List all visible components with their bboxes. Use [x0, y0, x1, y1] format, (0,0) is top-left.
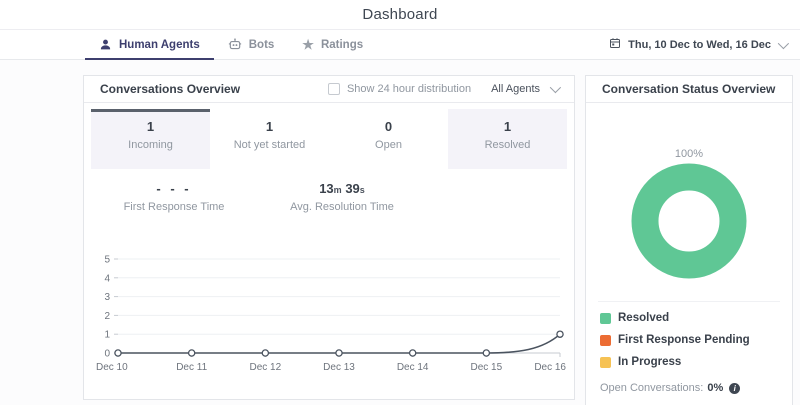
person-icon: [99, 38, 112, 51]
conversation-status-card: Conversation Status Overview 100% Resolv…: [585, 75, 793, 405]
legend-divider: [598, 301, 780, 302]
stat-value: 1: [146, 119, 155, 134]
in-progress-swatch-icon: [600, 356, 611, 368]
date-range-picker[interactable]: Thu, 10 Dec to Wed, 16 Dec: [605, 30, 790, 59]
chevron-down-icon: [777, 37, 790, 49]
content-area: Conversations Overview Show 24 hour dist…: [0, 60, 800, 405]
agents-filter-value: All Agents: [491, 83, 540, 95]
svg-text:0: 0: [104, 349, 110, 360]
calendar-icon: [609, 37, 621, 52]
svg-text:Dec 12: Dec 12: [249, 362, 281, 373]
card-title: Conversations Overview: [100, 82, 241, 96]
stat-label: Open: [375, 139, 402, 151]
svg-text:5: 5: [104, 255, 110, 266]
stat-value: 1: [503, 119, 512, 134]
metric-label: Avg. Resolution Time: [290, 201, 394, 213]
stat-not-yet-started[interactable]: 1 Not yet started: [210, 109, 329, 169]
svg-text:Dec 16: Dec 16: [534, 362, 566, 373]
legend-label: Resolved: [618, 312, 670, 324]
stat-label: Resolved: [484, 139, 531, 151]
tab-label: Ratings: [320, 38, 364, 51]
info-icon[interactable]: i: [729, 382, 741, 394]
show-24hr-checkbox[interactable]: [327, 83, 340, 95]
donut-legend: Resolved First Response Pending In Progr…: [586, 302, 792, 368]
open-conversations-value: 0%: [707, 382, 724, 394]
agents-filter-select[interactable]: All Agents: [491, 81, 562, 95]
app-header: Dashboard: [0, 0, 800, 30]
first-response-pending-swatch-icon: [600, 334, 611, 346]
date-range-label: Thu, 10 Dec to Wed, 16 Dec: [628, 38, 771, 51]
stat-open[interactable]: 0 Open: [329, 109, 448, 169]
conversation-status-header: Conversation Status Overview: [586, 76, 792, 103]
open-conversations-label: Open Conversations:: [600, 382, 704, 394]
donut-chart-wrap: 100%: [586, 148, 792, 287]
conversations-trend-chart: 0 1 2 3 4 5 Dec 10 Dec 11 Dec 12 Dec 13 Dec 14 Dec …: [96, 255, 566, 374]
stat-resolved[interactable]: 1 Resolved: [448, 109, 567, 169]
metrics-row: - - - First Response Time 13m 39s Avg. R…: [84, 181, 574, 213]
legend-label: First Response Pending: [618, 334, 750, 346]
card-title: Conversation Status Overview: [602, 82, 776, 96]
open-conversations-row: Open Conversations: 0% i: [586, 368, 792, 394]
stat-value: 1: [265, 119, 274, 134]
tab-ratings[interactable]: ★ Ratings: [288, 30, 377, 59]
resolved-swatch-icon: [600, 312, 611, 324]
svg-text:Dec 13: Dec 13: [323, 362, 355, 373]
stat-label: Incoming: [128, 139, 173, 151]
svg-text:Dec 14: Dec 14: [397, 362, 429, 373]
legend-item-first-response-pending: First Response Pending: [600, 334, 750, 346]
svg-text:4: 4: [104, 273, 110, 284]
tab-label: Bots: [248, 38, 275, 51]
tab-bots[interactable]: Bots: [214, 30, 289, 59]
legend-item-in-progress: In Progress: [600, 356, 681, 368]
bot-icon: [228, 38, 242, 51]
stat-label: Not yet started: [233, 139, 306, 151]
svg-text:Dec 11: Dec 11: [176, 362, 207, 373]
chevron-down-icon: [549, 81, 562, 94]
first-response-time-metric: - - - First Response Time: [94, 181, 254, 213]
page-title: Dashboard: [362, 6, 438, 23]
conversations-overview-card: Conversations Overview Show 24 hour dist…: [83, 75, 575, 400]
stats-row: 1 Incoming 1 Not yet started 0 Open 1 Re…: [84, 103, 574, 169]
legend-label: In Progress: [618, 356, 682, 368]
metric-value: 13m 39s: [319, 181, 365, 196]
show-24hr-label[interactable]: Show 24 hour distribution: [346, 83, 472, 95]
svg-text:3: 3: [104, 292, 110, 303]
tab-bar: Human Agents Bots ★ Ratings Thu, 10 Dec …: [0, 30, 800, 60]
svg-text:Dec 15: Dec 15: [470, 362, 502, 373]
donut-percent-label: 100%: [674, 148, 704, 160]
stat-value: 0: [384, 119, 393, 134]
conversations-overview-header: Conversations Overview Show 24 hour dist…: [84, 76, 574, 103]
legend-item-resolved: Resolved: [600, 312, 669, 324]
metric-value: - - -: [156, 181, 192, 196]
tab-human-agents[interactable]: Human Agents: [85, 30, 214, 60]
star-icon: ★: [302, 37, 314, 52]
svg-text:2: 2: [104, 311, 110, 322]
svg-text:Dec 10: Dec 10: [96, 362, 128, 373]
stat-incoming[interactable]: 1 Incoming: [91, 109, 210, 169]
status-donut-chart: [631, 163, 747, 279]
avg-resolution-time-metric: 13m 39s Avg. Resolution Time: [262, 181, 422, 213]
svg-text:1: 1: [104, 330, 110, 341]
metric-label: First Response Time: [123, 201, 225, 213]
tab-label: Human Agents: [119, 38, 200, 51]
